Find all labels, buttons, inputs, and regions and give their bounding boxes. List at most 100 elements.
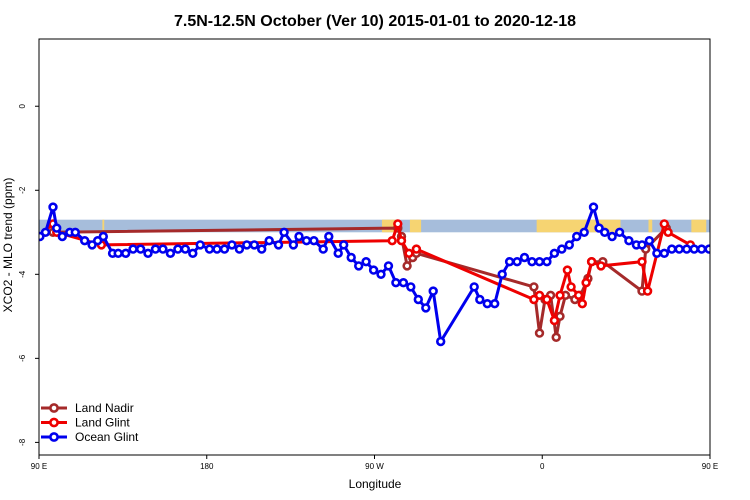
data-point	[573, 290, 584, 300]
data-point	[428, 286, 438, 296]
data-point	[411, 244, 422, 254]
legend-label: Ocean Glint	[75, 430, 139, 444]
data-point	[195, 240, 205, 250]
data-point	[398, 278, 409, 288]
data-point	[542, 294, 552, 305]
data-point	[579, 227, 589, 238]
y-tick-label: 0	[18, 103, 27, 108]
data-point	[504, 257, 515, 267]
data-point	[490, 299, 500, 309]
data-point	[659, 219, 669, 229]
data-point	[234, 244, 245, 254]
data-point	[663, 227, 673, 238]
data-point	[681, 244, 692, 254]
data-point	[581, 278, 591, 288]
data-point	[143, 248, 153, 259]
data-point	[519, 252, 530, 263]
data-point	[421, 303, 431, 313]
data-point	[534, 257, 545, 267]
data-point	[577, 299, 587, 309]
x-tick-label: 90 E	[702, 462, 718, 471]
data-point	[652, 248, 662, 259]
land-segment	[738, 220, 740, 233]
legend-marker	[49, 403, 59, 413]
y-tick-label: -8	[18, 438, 27, 446]
data-point	[512, 257, 522, 267]
data-point	[696, 244, 707, 254]
data-point	[128, 244, 138, 254]
data-point	[333, 248, 343, 259]
data-point	[497, 269, 507, 279]
data-point	[689, 244, 699, 254]
data-point	[98, 231, 109, 242]
data-point	[637, 257, 647, 267]
data-point	[529, 282, 539, 292]
data-point	[288, 240, 299, 250]
series-land-glint	[39, 219, 696, 326]
data-point	[48, 202, 58, 212]
data-point	[557, 244, 567, 254]
data-point	[57, 231, 67, 242]
legend-marker	[49, 417, 59, 428]
data-point	[659, 248, 669, 259]
data-point	[279, 227, 289, 238]
data-point	[324, 231, 334, 242]
data-point	[318, 244, 328, 254]
data-point	[212, 244, 222, 254]
data-point	[242, 240, 252, 250]
legend-marker	[49, 432, 59, 442]
data-point	[309, 236, 319, 246]
data-point	[555, 290, 565, 300]
data-point	[294, 231, 304, 242]
land-segment	[648, 219, 653, 233]
data-point	[436, 336, 446, 347]
x-tick-label: 0	[540, 462, 545, 471]
data-point	[607, 231, 617, 242]
data-point	[361, 257, 371, 267]
data-point	[396, 236, 407, 246]
data-point	[51, 223, 62, 233]
data-point	[588, 202, 599, 212]
data-point	[549, 315, 560, 326]
data-point	[391, 278, 401, 288]
legend-label: Land Glint	[75, 416, 130, 430]
data-point	[264, 236, 274, 246]
data-point	[120, 248, 131, 259]
data-point	[368, 265, 379, 275]
legend-label: Land Nadir	[75, 401, 134, 415]
data-point	[564, 240, 574, 250]
data-point	[257, 244, 267, 254]
land-segment	[691, 219, 707, 233]
y-axis-title: XCO2 - MLO trend (ppm)	[1, 178, 15, 313]
legend-item: Land Nadir	[41, 401, 134, 415]
x-tick-label: 90 W	[365, 462, 384, 471]
data-point	[566, 282, 576, 292]
data-point	[158, 244, 168, 254]
data-point	[354, 261, 364, 271]
data-point	[599, 227, 610, 238]
data-point	[637, 240, 647, 250]
data-point	[113, 248, 123, 259]
data-point	[406, 282, 416, 292]
series-ocean-glint	[39, 202, 710, 347]
y-tick-label: -2	[18, 186, 27, 194]
y-axis: 0 -2 -4 -6 -8	[18, 103, 39, 446]
data-point	[571, 231, 582, 242]
data-point	[393, 219, 403, 229]
x-axis: 90 E 180 90 W 0 90 E	[31, 455, 718, 471]
land-segment	[102, 219, 105, 233]
data-point	[674, 244, 684, 254]
y-tick-label: -6	[18, 354, 27, 362]
data-point	[376, 269, 386, 279]
data-point	[534, 290, 545, 300]
data-point	[527, 257, 537, 267]
data-point	[40, 227, 51, 238]
data-point	[562, 265, 573, 275]
data-point	[482, 299, 492, 309]
data-point	[586, 257, 597, 267]
data-point	[204, 244, 215, 254]
data-point	[542, 257, 552, 267]
data-point	[534, 328, 545, 338]
